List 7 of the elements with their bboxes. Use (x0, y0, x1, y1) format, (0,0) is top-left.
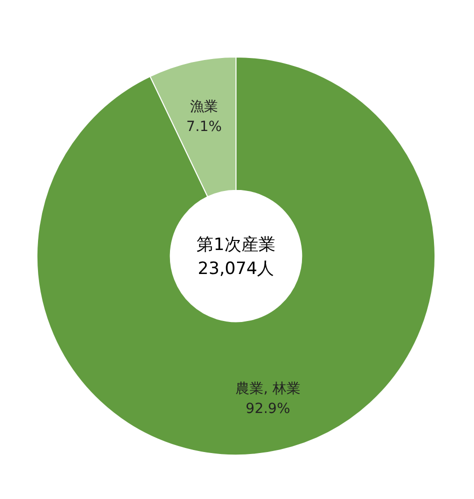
data-label: 92.9% (246, 400, 290, 417)
text: 第1次産業 (196, 235, 276, 255)
slice-label: 漁業 (190, 99, 218, 116)
donut-slice (36, 56, 436, 456)
text: 23,074人 (198, 259, 274, 279)
data-label: 7.1% (186, 119, 222, 136)
slice-label: 農業, 林業 (235, 380, 300, 397)
